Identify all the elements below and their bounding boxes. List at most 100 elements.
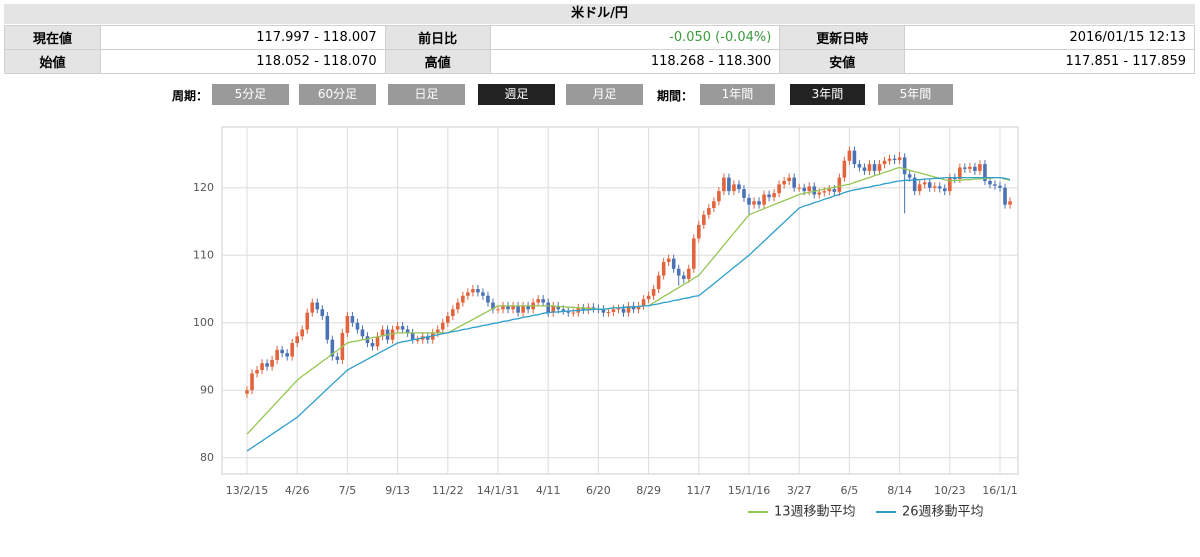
candle-body: [481, 292, 485, 296]
candle-body: [395, 326, 400, 330]
period-button[interactable]: 週足: [478, 84, 555, 105]
candle-body: [501, 305, 505, 310]
candle-body: [516, 305, 520, 313]
term-button[interactable]: 5年間: [878, 84, 953, 105]
candle-body: [571, 312, 576, 314]
candle-body: [290, 343, 294, 357]
candle-body: [862, 167, 867, 171]
candle-body: [390, 329, 395, 340]
candle-body: [345, 316, 350, 333]
candle-body: [752, 201, 756, 205]
candle-body: [978, 164, 982, 171]
candle-body: [496, 309, 500, 311]
title: 米ドル/円: [4, 4, 1195, 24]
candle-body: [536, 299, 540, 303]
moving-average-line: [246, 166, 1011, 435]
x-tick-label: 6/20: [586, 484, 611, 497]
candle-body: [666, 258, 671, 263]
y-tick-label: 100: [193, 316, 214, 329]
candle-body: [581, 307, 586, 310]
candle-body: [747, 197, 751, 205]
candle-body: [953, 177, 957, 179]
candle-body: [712, 201, 716, 209]
controls: 周期： 5分足 60分足 日足 週足 月足 期間： 1年間 3年間 5年間: [0, 84, 1200, 106]
candle-body: [727, 177, 731, 192]
candle-body: [912, 177, 917, 192]
y-tick-label: 120: [193, 181, 214, 194]
x-tick-label: 4/26: [285, 484, 310, 497]
candle-body: [245, 390, 249, 394]
term-button[interactable]: 3年間: [790, 84, 865, 105]
candle-body: [988, 181, 992, 185]
candle-body: [777, 184, 781, 194]
candle-body: [591, 307, 596, 309]
x-tick-label: 7/5: [339, 484, 357, 497]
candle-body: [897, 157, 902, 161]
x-tick-label: 9/13: [385, 484, 410, 497]
candle-body: [651, 289, 656, 296]
candle-body: [546, 302, 550, 313]
legend-label: 26週移動平均: [902, 505, 984, 520]
term-button[interactable]: 1年間: [700, 84, 775, 105]
x-tick-label: 11/22: [432, 484, 464, 497]
candle-body: [541, 299, 545, 303]
period-button[interactable]: 60分足: [299, 84, 376, 105]
candle-body: [1003, 187, 1007, 205]
candle-body: [827, 189, 832, 192]
candle-body: [511, 305, 515, 310]
candle-body: [491, 302, 495, 310]
table-row: 現在値 117.997 - 118.007 前日比 -0.050 (-0.04%) 更新…: [4, 25, 1195, 50]
x-tick-label: 16/1/1: [982, 484, 1017, 497]
candle-body: [380, 329, 385, 337]
term-label: 期間：: [657, 89, 694, 103]
field-value: 118.268 - 118.300: [489, 49, 781, 74]
candle-body: [250, 373, 254, 391]
candle-body: [330, 339, 335, 357]
candle-body: [415, 339, 420, 341]
candle-body: [681, 275, 686, 279]
candle-body: [722, 177, 726, 192]
candle-body: [440, 322, 445, 330]
y-tick-label: 80: [200, 451, 214, 464]
candle-body: [430, 332, 435, 340]
candle-body: [486, 295, 490, 303]
candle-body: [616, 308, 621, 310]
x-tick-label: 14/1/31: [477, 484, 519, 497]
candle-body: [958, 167, 962, 179]
candle-body: [521, 305, 525, 313]
candle-body: [335, 356, 340, 360]
candle-body: [305, 312, 310, 330]
period-button[interactable]: 日足: [388, 84, 465, 105]
field-value: 118.052 - 118.070: [99, 49, 386, 74]
candle-body: [451, 309, 455, 317]
field-value: 2016/01/15 12:13: [904, 25, 1195, 50]
candle-body: [561, 309, 566, 311]
candle-body: [526, 305, 530, 310]
candle-body: [626, 305, 631, 313]
candle-body: [877, 164, 882, 171]
candle-body: [360, 329, 365, 337]
field-label: 始値: [4, 49, 101, 74]
x-tick-label: 6/5: [841, 484, 859, 497]
candle-body: [435, 329, 440, 333]
candle-body: [661, 262, 666, 276]
quote-table: 現在値 117.997 - 118.007 前日比 -0.050 (-0.04%) 更新…: [4, 25, 1195, 74]
x-tick-label: 15/1/16: [728, 484, 770, 497]
candle-body: [646, 295, 651, 300]
candle-body: [1008, 201, 1012, 205]
x-tick-label: 11/7: [686, 484, 711, 497]
period-button[interactable]: 月足: [566, 84, 643, 105]
period-button[interactable]: 5分足: [212, 84, 289, 105]
candle-body: [907, 174, 912, 178]
candle-body: [932, 186, 937, 188]
candle-body: [280, 349, 284, 354]
candle-body: [857, 164, 862, 168]
candle-body: [807, 186, 812, 192]
candle-body: [410, 332, 415, 340]
candle-body: [782, 181, 786, 185]
candle-body: [797, 187, 801, 189]
candle-body: [320, 309, 325, 317]
candle-body: [461, 295, 465, 303]
candle-body: [556, 305, 561, 310]
